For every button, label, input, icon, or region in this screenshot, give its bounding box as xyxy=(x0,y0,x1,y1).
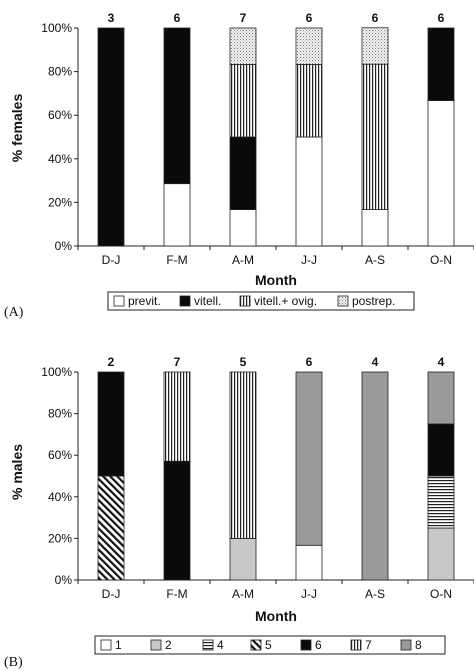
bar-segment xyxy=(163,183,191,247)
bar-segment xyxy=(229,27,257,65)
bar-segment xyxy=(97,475,125,581)
sample-count-label: 3 xyxy=(108,11,115,25)
panel-a: 0% 20% 40% 60% 80% 100% D-J F-M A-M J-J A-S O-N 3 6… xyxy=(4,11,474,320)
x-tick-label: D-J xyxy=(102,587,121,601)
y-tick-label: 80% xyxy=(48,65,72,79)
bar-segment xyxy=(427,423,455,477)
bar-segment xyxy=(295,27,323,65)
y-tick-label: 20% xyxy=(48,195,72,209)
x-tick-label: F-M xyxy=(166,587,187,601)
sample-count-label: 4 xyxy=(438,355,445,369)
sample-count-label: 6 xyxy=(306,11,313,25)
x-tick-label: O-N xyxy=(430,253,452,267)
legend-label: previt. xyxy=(128,294,161,308)
y-tick-label: 40% xyxy=(48,490,72,504)
legend-swatch xyxy=(300,639,312,651)
panel-a-legend: previt. vitell. vitell.+ ovig. postrep. xyxy=(107,291,415,311)
legend-swatch xyxy=(179,295,191,307)
panel-a-label: (A) xyxy=(4,305,24,320)
sample-count-label: 6 xyxy=(372,11,379,25)
x-tick-label: F-M xyxy=(166,253,187,267)
bar-segment xyxy=(295,371,323,546)
legend-label: 2 xyxy=(165,638,172,652)
bar-segment xyxy=(229,538,257,581)
bar-segment xyxy=(427,371,455,425)
legend-swatch xyxy=(350,639,362,651)
x-tick-label: D-J xyxy=(102,253,121,267)
y-tick-label: 100% xyxy=(41,21,72,35)
legend-swatch xyxy=(100,639,112,651)
sample-count-label: 2 xyxy=(108,355,115,369)
bar-segment xyxy=(163,371,191,462)
panel-b-label: (B) xyxy=(4,655,23,670)
bar-segment xyxy=(229,371,257,539)
legend-label: vitell.+ ovig. xyxy=(254,294,317,308)
legend-label: 8 xyxy=(415,638,422,652)
legend-swatch xyxy=(400,639,412,651)
x-tick-label: A-S xyxy=(365,253,385,267)
panel-b-xlabel: Month xyxy=(255,608,297,624)
legend-swatch xyxy=(337,295,349,307)
y-tick-label: 100% xyxy=(41,365,72,379)
legend-swatch xyxy=(150,639,162,651)
x-tick-label: A-S xyxy=(365,587,385,601)
legend-label: 1 xyxy=(115,638,122,652)
legend-label: postrep. xyxy=(352,294,395,308)
x-tick-label: O-N xyxy=(430,587,452,601)
sample-count-label: 4 xyxy=(372,355,379,369)
sample-count-label: 6 xyxy=(306,355,313,369)
bar-segment xyxy=(361,27,389,65)
bar-segment xyxy=(229,209,257,247)
bar-segment xyxy=(229,136,257,210)
x-tick-label: A-M xyxy=(232,253,254,267)
bar-segment xyxy=(427,527,455,581)
legend-label: 5 xyxy=(265,638,272,652)
y-tick-label: 0% xyxy=(55,573,73,587)
x-tick-label: J-J xyxy=(301,253,317,267)
legend-swatch xyxy=(113,295,125,307)
x-tick-label: A-M xyxy=(232,587,254,601)
panel-b-ylabel: % males xyxy=(9,444,25,500)
legend-swatch xyxy=(250,639,262,651)
legend-label: 7 xyxy=(365,638,372,652)
bar-segment xyxy=(97,371,125,477)
y-tick-label: 40% xyxy=(48,152,72,166)
sample-count-label: 6 xyxy=(174,11,181,25)
x-tick-label: J-J xyxy=(301,587,317,601)
sample-count-label: 6 xyxy=(438,11,445,25)
bar-segment xyxy=(295,544,323,581)
legend-label: vitell. xyxy=(194,294,221,308)
bar-segment xyxy=(163,27,191,185)
bar-segment xyxy=(163,460,191,581)
bar-segment xyxy=(427,100,455,247)
bar-segment xyxy=(427,27,455,101)
bar-segment xyxy=(361,209,389,247)
bar-segment xyxy=(361,63,389,210)
legend-swatch xyxy=(202,639,214,651)
legend-label: 4 xyxy=(217,638,224,652)
y-tick-label: 0% xyxy=(55,239,73,253)
panel-a-xlabel: Month xyxy=(255,272,297,288)
sample-count-label: 7 xyxy=(240,11,247,25)
bar-segment xyxy=(427,475,455,529)
panel-a-ylabel: % females xyxy=(9,94,25,163)
panel-b-legend: 1 2 4 5 6 7 8 xyxy=(94,635,446,655)
bar-segment xyxy=(361,371,389,581)
bar-segment xyxy=(229,64,257,138)
y-tick-label: 20% xyxy=(48,531,72,545)
panel-b: 0% 20% 40% 60% 80% 100% D-J F-M A-M J-J A-S O-N 2 7… xyxy=(4,355,474,670)
legend-swatch xyxy=(239,295,251,307)
bar-segment xyxy=(295,64,323,138)
bar-segment xyxy=(295,136,323,247)
legend-label: 6 xyxy=(315,638,322,652)
sample-count-label: 7 xyxy=(174,355,181,369)
y-tick-label: 80% xyxy=(48,407,72,421)
bar-segment xyxy=(97,27,125,247)
y-tick-label: 60% xyxy=(48,108,72,122)
sample-count-label: 5 xyxy=(240,355,247,369)
y-tick-label: 60% xyxy=(48,448,72,462)
